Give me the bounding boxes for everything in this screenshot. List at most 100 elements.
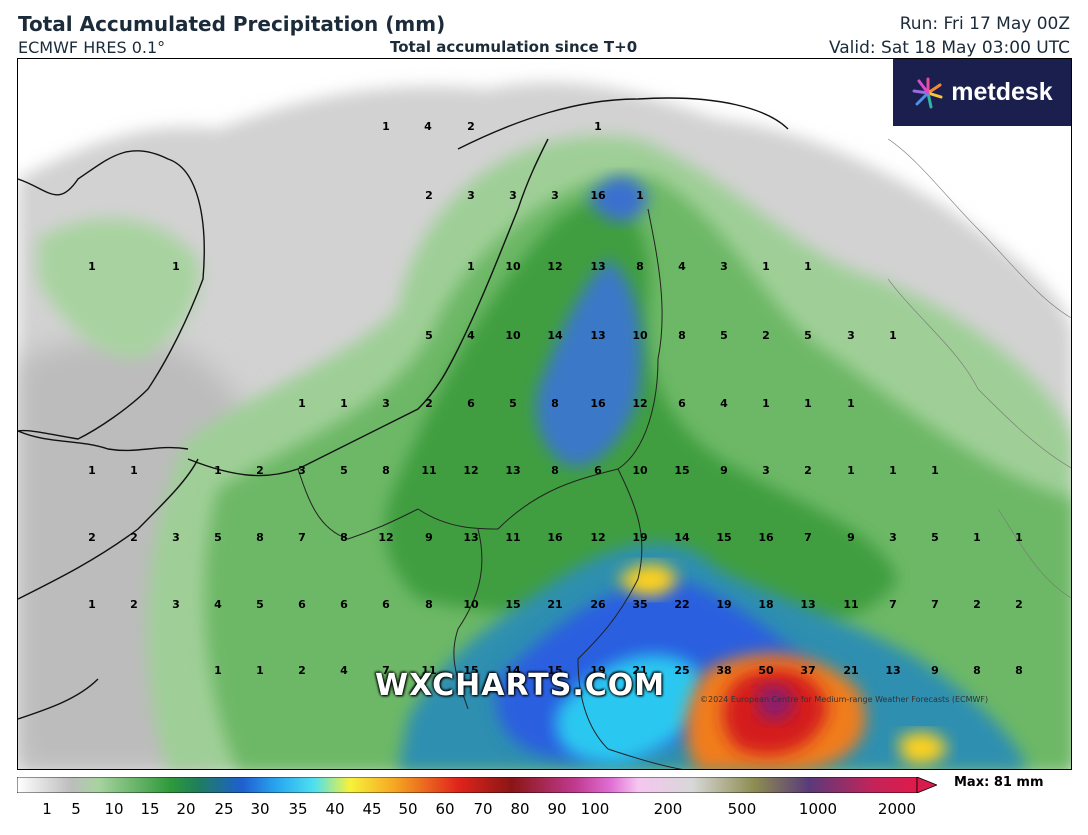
precip-value-label: 10 bbox=[632, 464, 648, 477]
precip-value-label: 10 bbox=[505, 260, 521, 273]
precip-value-label: 3 bbox=[889, 531, 897, 544]
state-borders bbox=[887, 138, 1071, 599]
precip-value-label: 8 bbox=[551, 464, 559, 477]
precip-value-label: 13 bbox=[463, 531, 478, 544]
precip-value-label: 1 bbox=[973, 531, 981, 544]
precip-value-label: 21 bbox=[632, 664, 647, 677]
precip-value-label: 2 bbox=[762, 329, 770, 342]
precip-value-label: 5 bbox=[509, 397, 517, 410]
colorbar-tick-label: 500 bbox=[727, 800, 757, 818]
max-value-label: Max: 81 mm bbox=[954, 775, 1044, 790]
precip-value-label: 2 bbox=[256, 464, 264, 477]
precip-value-label: 9 bbox=[847, 531, 855, 544]
precip-value-label: 6 bbox=[467, 397, 475, 410]
precip-value-label: 1 bbox=[804, 260, 812, 273]
precip-value-label: 15 bbox=[505, 598, 520, 611]
precip-value-label: 8 bbox=[382, 464, 390, 477]
colorbar-tick-label: 25 bbox=[214, 800, 234, 818]
colorbar-tick-label: 30 bbox=[250, 800, 270, 818]
precip-value-label: 2 bbox=[130, 531, 138, 544]
colorbar-tick-label: 200 bbox=[653, 800, 683, 818]
precip-value-label: 1 bbox=[214, 664, 222, 677]
precip-value-label: 19 bbox=[590, 664, 605, 677]
precip-value-label: 16 bbox=[590, 397, 606, 410]
precip-value-label: 1 bbox=[467, 260, 475, 273]
colorbar-tick-label: 40 bbox=[325, 800, 345, 818]
precip-value-label: 5 bbox=[214, 531, 222, 544]
precip-value-label: 4 bbox=[720, 397, 728, 410]
precip-value-label: 15 bbox=[463, 664, 478, 677]
precip-value-label: 10 bbox=[505, 329, 521, 342]
precip-value-label: 6 bbox=[678, 397, 686, 410]
precip-value-label: 7 bbox=[804, 531, 812, 544]
precip-value-label: 6 bbox=[382, 598, 390, 611]
precip-value-label: 13 bbox=[590, 329, 605, 342]
precip-value-label: 2 bbox=[973, 598, 981, 611]
colorbar-tick-label: 60 bbox=[435, 800, 455, 818]
precip-value-label: 12 bbox=[547, 260, 562, 273]
precip-value-label: 1 bbox=[256, 664, 264, 677]
precip-value-label: 16 bbox=[758, 531, 774, 544]
precip-value-label: 3 bbox=[298, 464, 306, 477]
precip-value-label: 5 bbox=[931, 531, 939, 544]
precip-value-label: 4 bbox=[678, 260, 686, 273]
precip-value-label: 1 bbox=[847, 464, 855, 477]
precip-value-label: 1 bbox=[298, 397, 306, 410]
precip-value-label: 2 bbox=[425, 189, 433, 202]
precip-value-label: 4 bbox=[214, 598, 222, 611]
precip-value-label: 1 bbox=[1015, 531, 1023, 544]
precip-value-label: 8 bbox=[425, 598, 433, 611]
precip-value-label: 11 bbox=[505, 531, 520, 544]
precip-value-label: 9 bbox=[931, 664, 939, 677]
precip-value-label: 12 bbox=[378, 531, 393, 544]
colorbar-tick-label: 45 bbox=[362, 800, 382, 818]
colorbar-tick-label: 70 bbox=[473, 800, 493, 818]
model-name: ECMWF HRES 0.1° bbox=[18, 38, 166, 57]
precip-value-label: 1 bbox=[340, 397, 348, 410]
precip-value-label: 1 bbox=[636, 189, 644, 202]
metdesk-logo-icon bbox=[912, 77, 943, 108]
ecmwf-copyright: ©2024 European Centre for Medium-range W… bbox=[700, 695, 989, 704]
precip-value-label: 18 bbox=[758, 598, 773, 611]
precip-value-label: 21 bbox=[843, 664, 858, 677]
precip-field bbox=[18, 82, 1071, 769]
precip-value-label: 1 bbox=[594, 120, 602, 133]
colorbar-tick-label: 2000 bbox=[877, 800, 917, 818]
precip-value-label: 1 bbox=[762, 397, 770, 410]
precip-value-label: 2 bbox=[425, 397, 433, 410]
precip-value-label: 21 bbox=[547, 598, 562, 611]
precip-value-label: 10 bbox=[632, 329, 648, 342]
colorbar-tick-label: 15 bbox=[140, 800, 160, 818]
precip-value-label: 8 bbox=[973, 664, 981, 677]
colorbar-tick-label: 80 bbox=[510, 800, 530, 818]
colorbar-tick-label: 10 bbox=[104, 800, 124, 818]
precip-value-label: 1 bbox=[130, 464, 138, 477]
precip-value-label: 1 bbox=[88, 260, 96, 273]
precip-value-label: 3 bbox=[762, 464, 770, 477]
precip-value-label: 7 bbox=[382, 664, 390, 677]
precip-value-label: 12 bbox=[632, 397, 647, 410]
colorbar-tick-label: 50 bbox=[398, 800, 418, 818]
precip-value-label: 13 bbox=[885, 664, 900, 677]
precip-value-label: 7 bbox=[298, 531, 306, 544]
precip-value-label: 8 bbox=[636, 260, 644, 273]
precip-value-label: 9 bbox=[425, 531, 433, 544]
precip-value-label: 37 bbox=[800, 664, 815, 677]
chart-title: Total Accumulated Precipitation (mm) bbox=[18, 12, 446, 36]
precip-value-label: 6 bbox=[340, 598, 348, 611]
precip-value-label: 6 bbox=[298, 598, 306, 611]
precip-value-label: 1 bbox=[88, 464, 96, 477]
precip-value-label: 16 bbox=[547, 531, 563, 544]
precip-value-label: 8 bbox=[678, 329, 686, 342]
precip-value-label: 1 bbox=[88, 598, 96, 611]
precip-value-label: 14 bbox=[547, 329, 563, 342]
coastlines bbox=[18, 97, 789, 720]
precip-value-label: 1 bbox=[804, 397, 812, 410]
precip-value-label: 3 bbox=[467, 189, 475, 202]
precip-value-label: 35 bbox=[632, 598, 647, 611]
metdesk-logo: metdesk bbox=[893, 59, 1071, 126]
precip-value-label: 3 bbox=[847, 329, 855, 342]
precip-value-label: 26 bbox=[590, 598, 606, 611]
run-time: Run: Fri 17 May 00Z bbox=[899, 14, 1070, 34]
precip-value-label: 1 bbox=[889, 329, 897, 342]
